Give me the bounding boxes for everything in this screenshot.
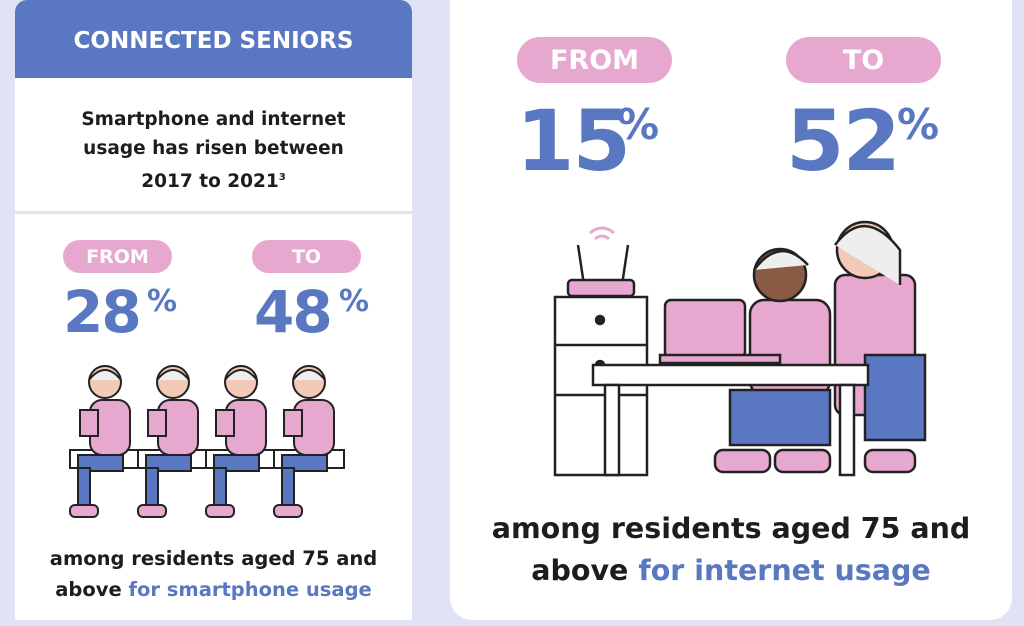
intro-text: Smartphone and internet usage has risen …	[81, 109, 346, 193]
to-pill: TO	[252, 240, 361, 273]
from-pill: FROM	[517, 37, 672, 83]
seniors-illustration	[69, 365, 345, 518]
desk-illustration	[553, 220, 927, 477]
to-pill: TO	[786, 37, 941, 83]
footnote: 3	[278, 172, 286, 183]
intro: Smartphone and internet usage has risen …	[60, 105, 367, 196]
caption-text: among residents aged 75 and above	[491, 512, 971, 587]
to-number: 48	[254, 278, 333, 346]
caption-highlight: for smartphone usage	[128, 578, 372, 601]
from-unit: %	[147, 284, 178, 319]
to-unit: %	[339, 284, 370, 319]
from-number: 28	[63, 278, 142, 346]
from-pill: FROM	[63, 240, 172, 273]
to-number: 52	[786, 92, 901, 190]
header: CONNECTED SENIORS	[15, 0, 412, 78]
caption-highlight: for internet usage	[638, 554, 931, 587]
caption: among residents aged 75 and above for in…	[480, 508, 982, 592]
caption: among residents aged 75 and above for sm…	[30, 543, 397, 605]
from-number: 15	[516, 92, 631, 190]
to-unit: %	[897, 100, 940, 149]
divider	[15, 211, 412, 214]
caption-text: among residents aged 75 and above	[49, 547, 378, 601]
from-unit: %	[617, 100, 660, 149]
